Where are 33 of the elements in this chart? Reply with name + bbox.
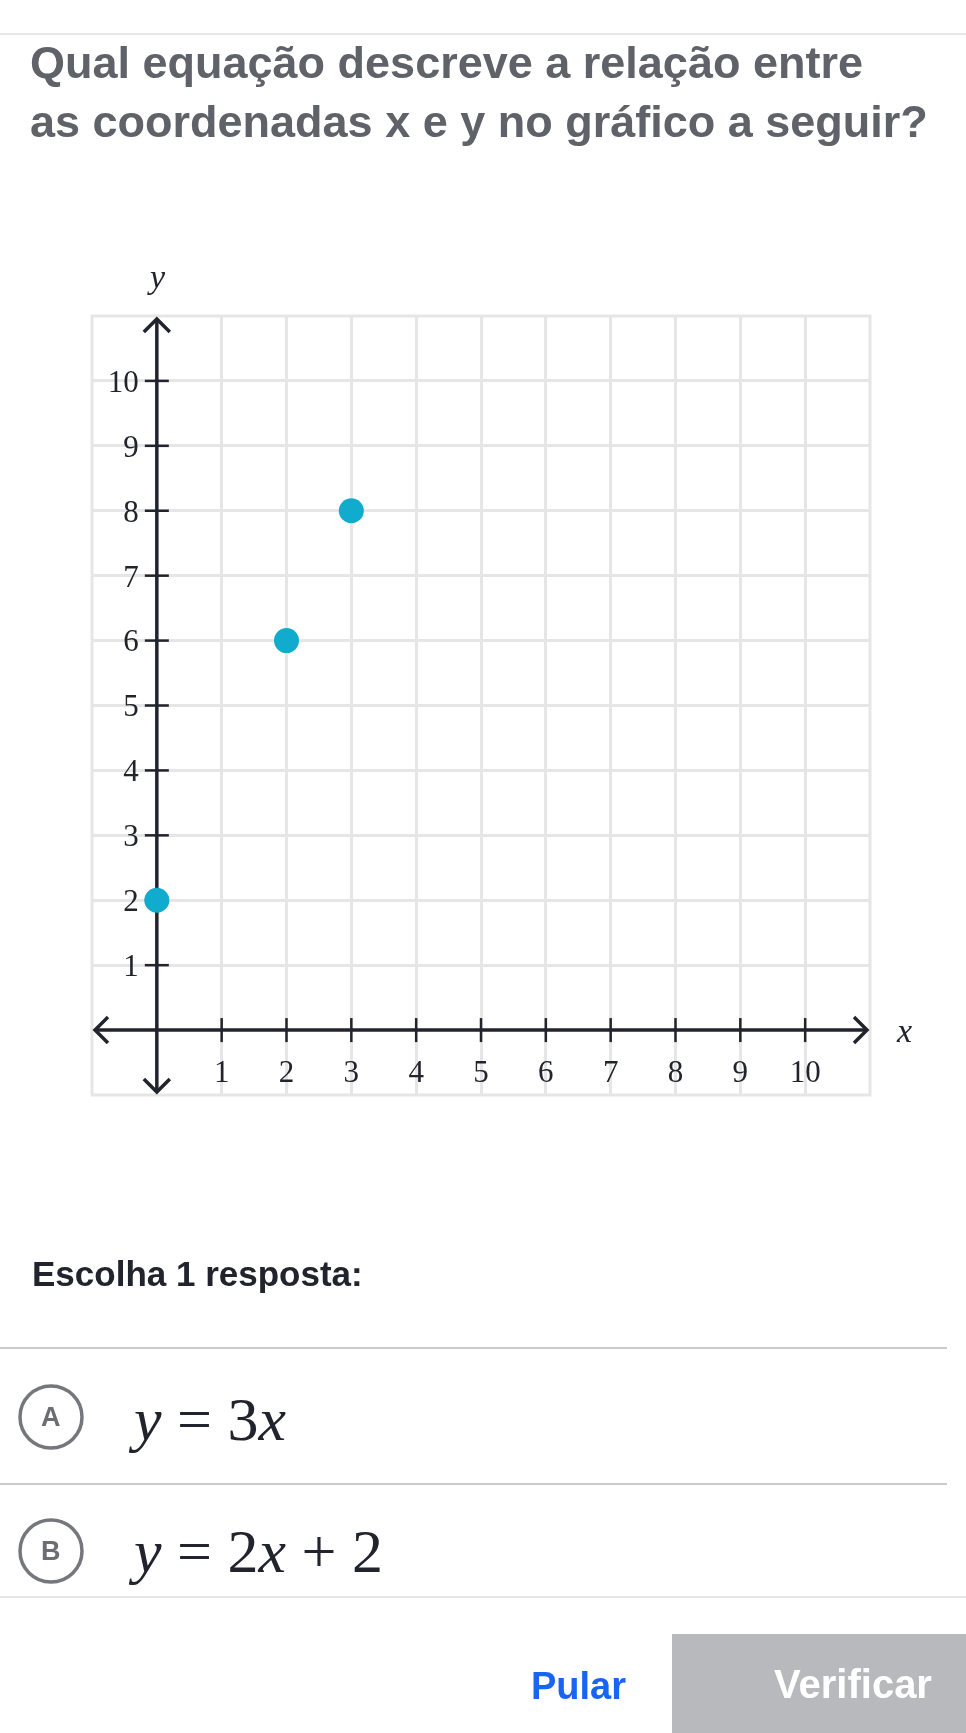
x-tick-label: 10 (789, 1054, 821, 1090)
text: A (41, 1402, 61, 1432)
point (144, 887, 170, 913)
x-tick-label: 1 (213, 1054, 230, 1090)
point (338, 498, 364, 524)
y-axis-title: y (147, 258, 166, 295)
y-tick-label: 3 (123, 818, 139, 854)
text: B (41, 1536, 61, 1566)
text: Pular (531, 1665, 627, 1707)
x-tick-label: 8 (667, 1054, 684, 1090)
y-tick-label: 1 (123, 948, 139, 984)
x-tick-label: 7 (602, 1054, 619, 1090)
chart-title: Qual equação descreve a relação entre as coordenadas x e y no gráfico a seguir? (30, 37, 928, 147)
x-tick-label: 2 (278, 1054, 295, 1090)
y-tick-label: 4 (123, 753, 140, 789)
point (274, 628, 299, 654)
text: y = 3x (128, 1385, 287, 1453)
x-tick-label: 3 (343, 1054, 360, 1090)
x-tick-label: 4 (408, 1054, 425, 1090)
text: Verificar (774, 1661, 932, 1706)
x-tick-label: 9 (732, 1054, 749, 1090)
y-tick-label: 10 (107, 363, 139, 399)
y-tick-label: 9 (123, 428, 139, 464)
y-tick-label: 5 (123, 688, 139, 724)
y-tick-label: 2 (123, 883, 139, 919)
x-tick-label: 5 (473, 1054, 489, 1090)
x-axis-title: x (896, 1012, 913, 1049)
x-tick-label: 6 (538, 1054, 554, 1090)
y-tick-label: 8 (123, 493, 139, 529)
text: Escolha 1 resposta: (32, 1254, 363, 1293)
text: y = 2x + 2 (128, 1517, 383, 1585)
y-tick-label: 7 (123, 558, 139, 594)
y-tick-label: 6 (123, 623, 139, 659)
